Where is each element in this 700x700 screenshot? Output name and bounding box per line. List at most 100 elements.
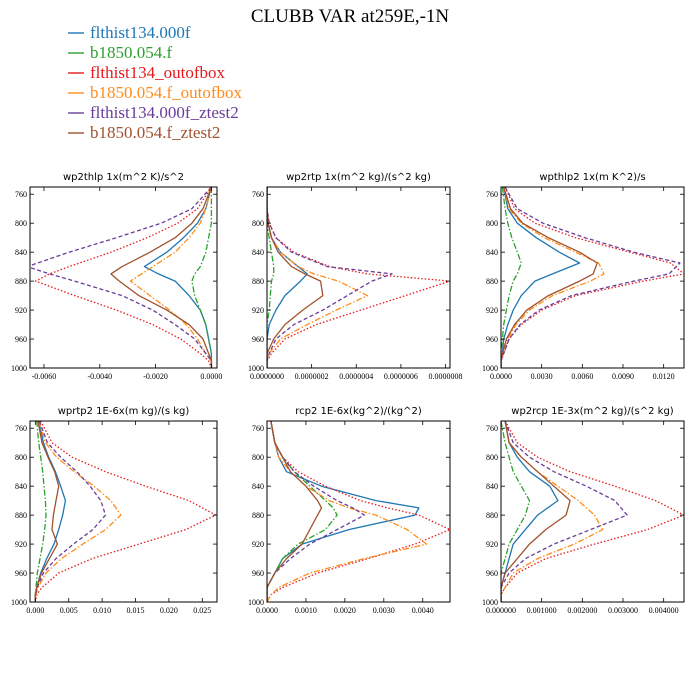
x-tick-label: 0.001000 (527, 606, 557, 615)
series-group (501, 187, 684, 368)
series-line-1 (143, 187, 213, 368)
y-tick-label: 920 (486, 306, 498, 315)
series-line-5 (34, 421, 107, 602)
y-tick-label: 880 (486, 277, 498, 286)
y-tick-label: 840 (252, 248, 264, 257)
x-tick-label: 0.0000 (490, 372, 512, 381)
series-line-6 (267, 187, 324, 368)
y-tick-label: 840 (15, 482, 27, 491)
x-tick-label: 0.003000 (608, 606, 638, 615)
x-tick-label: 0.0060 (571, 372, 593, 381)
x-tick-label: 0.010 (93, 606, 111, 615)
y-tick-label: 800 (486, 453, 498, 462)
x-tick-label: 0.000 (26, 606, 44, 615)
y-tick-label: 880 (252, 277, 264, 286)
series-line-3 (501, 421, 684, 602)
series-group (30, 187, 213, 368)
x-tick-label: 0.0000008 (429, 372, 463, 381)
y-tick-label: 760 (486, 424, 498, 433)
legend-label-6: b1850.054.f_ztest2 (90, 123, 220, 142)
series-line-2 (267, 187, 275, 368)
panel-title: wp2thlp 1x(m^2 K)/s^2 (63, 172, 184, 183)
legend-label-3: flthist134_outofbox (90, 63, 226, 82)
series-line-6 (501, 187, 598, 368)
x-tick-label: 0.0000004 (339, 372, 373, 381)
y-tick-label: 840 (15, 248, 27, 257)
y-tick-label: 920 (252, 540, 264, 549)
chart-panel-1: wp2thlp 1x(m^2 K)/s^2 760 800 840 880 920 960 1… (11, 172, 222, 381)
y-tick-label: 960 (486, 569, 498, 578)
plot-frame (266, 420, 451, 603)
series-line-3 (267, 187, 450, 368)
series-line-4 (34, 421, 122, 602)
plot-frame (500, 420, 685, 603)
x-tick-label: 0.0000 (200, 372, 222, 381)
y-tick-label: 840 (486, 248, 498, 257)
series-line-6 (34, 421, 60, 602)
series-line-1 (501, 187, 581, 368)
series-line-2 (501, 421, 531, 602)
chart-panel-4: wprtp2 1E-6x(m kg)/(s kg) 760 800 840 880 920… (11, 406, 218, 615)
series-line-4 (267, 421, 428, 602)
x-tick-label: 0.0030 (373, 606, 395, 615)
x-tick-label: 0.0020 (334, 606, 356, 615)
panel-title: rcp2 1E-6x(kg^2)/(kg^2) (295, 406, 422, 417)
series-line-3 (267, 421, 450, 602)
series-line-4 (501, 421, 604, 602)
series-line-5 (267, 187, 393, 368)
x-tick-label: 0.0030 (531, 372, 553, 381)
y-tick-label: 960 (252, 569, 264, 578)
panel-title: wp2rtp 1x(m^2 kg)/(s^2 kg) (286, 172, 431, 183)
y-tick-label: 1000 (482, 364, 498, 373)
x-tick-label: 0.0040 (412, 606, 434, 615)
series-group (267, 187, 450, 368)
legend-label-4: b1850.054.f_outofbox (90, 83, 243, 102)
y-tick-label: 1000 (248, 598, 264, 607)
y-tick-label: 880 (15, 511, 27, 520)
x-tick-label: 0.025 (193, 606, 211, 615)
legend: flthist134.000fb1850.054.fflthist134_out… (68, 23, 243, 142)
x-tick-label: 0.0000 (256, 606, 278, 615)
y-tick-label: 880 (15, 277, 27, 286)
series-line-2 (34, 421, 47, 602)
panel-title: wprtp2 1E-6x(m kg)/(s kg) (58, 406, 190, 417)
y-tick-label: 760 (15, 424, 27, 433)
chart-panel-3: wpthlp2 1x(m K^2)/s 760 800 840 880 920 960 100… (482, 172, 685, 381)
y-tick-label: 960 (15, 569, 27, 578)
x-tick-label: 0.0090 (612, 372, 634, 381)
x-tick-label: -0.0040 (87, 372, 112, 381)
series-line-5 (501, 187, 681, 368)
y-tick-label: 840 (252, 482, 264, 491)
series-line-6 (267, 421, 323, 602)
figure-title: CLUBB VAR at259E,-1N (251, 6, 450, 27)
chart-panels: wp2thlp 1x(m^2 K)/s^2 760 800 840 880 920 960 1… (11, 172, 685, 615)
y-tick-label: 1000 (482, 598, 498, 607)
series-line-4 (501, 187, 605, 368)
series-group (34, 421, 217, 602)
y-tick-label: 800 (15, 453, 27, 462)
y-tick-label: 1000 (11, 598, 27, 607)
x-tick-label: 0.0000002 (295, 372, 329, 381)
x-tick-label: -0.0060 (32, 372, 57, 381)
y-tick-label: 920 (486, 540, 498, 549)
y-tick-label: 880 (486, 511, 498, 520)
y-tick-label: 800 (252, 219, 264, 228)
x-tick-label: 0.0120 (653, 372, 675, 381)
chart-panel-5: rcp2 1E-6x(kg^2)/(kg^2) 760 800 840 880 920 96… (248, 406, 451, 615)
x-tick-label: 0.004000 (649, 606, 679, 615)
y-tick-label: 760 (486, 190, 498, 199)
legend-label-5: flthist134.000f_ztest2 (90, 103, 239, 122)
x-tick-label: 0.0010 (295, 606, 317, 615)
x-tick-label: 0.0000000 (250, 372, 284, 381)
y-tick-label: 960 (252, 335, 264, 344)
y-tick-label: 760 (252, 424, 264, 433)
series-line-6 (110, 187, 213, 368)
plot-frame (266, 186, 451, 369)
y-tick-label: 960 (15, 335, 27, 344)
x-tick-label: 0.002000 (567, 606, 597, 615)
series-line-4 (129, 187, 213, 368)
plot-frame (500, 186, 685, 369)
y-tick-label: 800 (486, 219, 498, 228)
x-tick-label: -0.0020 (143, 372, 168, 381)
